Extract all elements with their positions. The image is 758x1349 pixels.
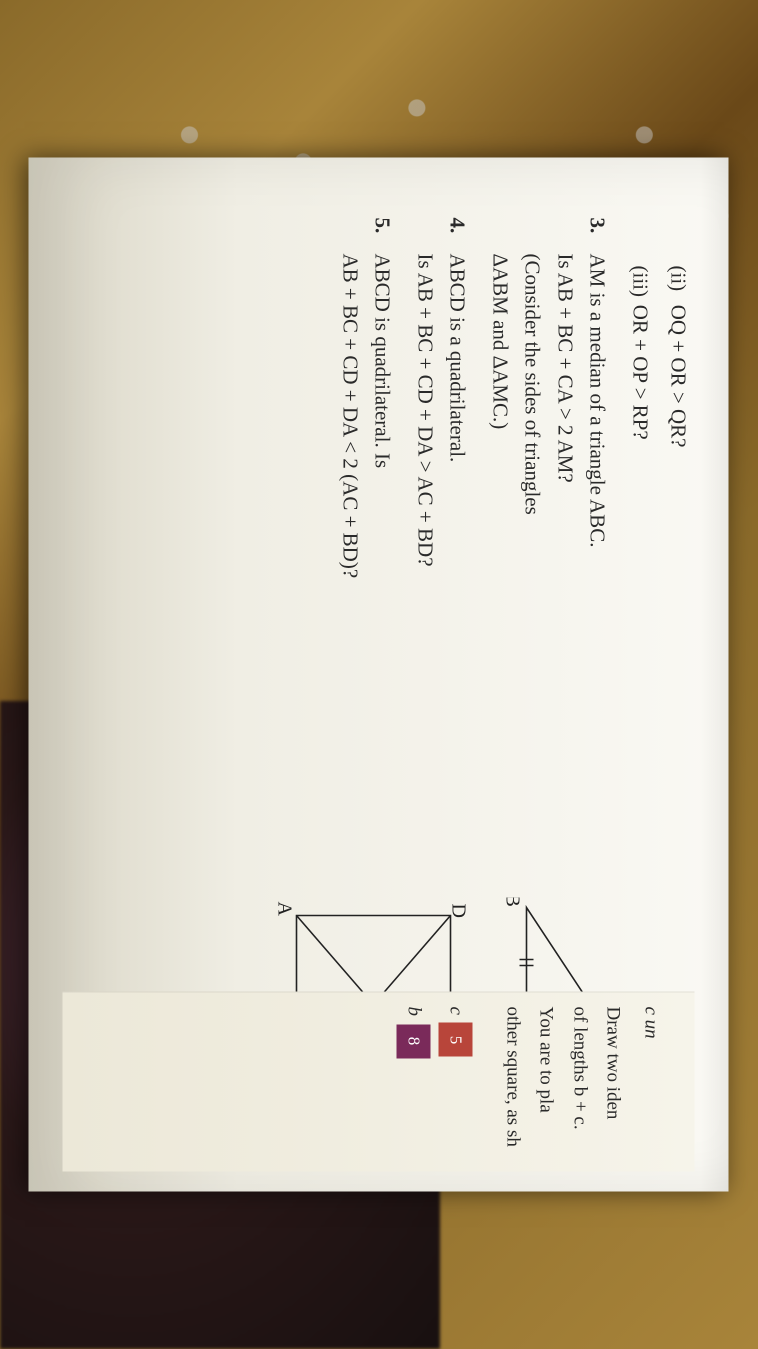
swatch-row-1: c 5: [439, 1007, 473, 1162]
q4-line2: Is AB + BC + CD + DA > AC + BD?: [409, 254, 442, 858]
sub-ii-text: OQ + OR > QR?: [667, 305, 691, 448]
frag-l3: You are to pla: [531, 1007, 560, 1162]
q3-line3: (Consider the sides of triangles: [516, 254, 549, 858]
next-page-fragment: c un Draw two iden of lengths b + c. You…: [63, 992, 695, 1172]
frag-l1: Draw two iden: [598, 1007, 627, 1162]
frag-l4: other square, as sh: [499, 1007, 528, 1162]
swatch-5: 5: [439, 1023, 473, 1057]
rotated-page-wrapper: (ii) OQ + OR > QR? (iii) OR + OP > RP? 3…: [0, 296, 758, 1054]
q5-line1: ABCD is quadrilateral. Is: [366, 254, 399, 858]
q5-number: 5.: [334, 218, 399, 244]
label-a2: A: [274, 902, 296, 917]
sub-question-ii: (ii) OQ + OR > QR?: [662, 218, 695, 858]
sub-question-iii: (iii) OR + OP > RP?: [624, 218, 657, 858]
q3-number: 3.: [484, 218, 614, 244]
q3-body: AM is a median of a triangle ABC. Is AB …: [484, 254, 614, 858]
q3-line4: ΔABM and ΔAMC.): [484, 254, 517, 858]
roman-iii: (iii): [624, 266, 657, 300]
label-b: B: [502, 898, 524, 907]
roman-ii: (ii): [662, 266, 695, 300]
swatch-label-b: b: [399, 1007, 428, 1017]
textbook-page: (ii) OQ + OR > QR? (iii) OR + OP > RP? 3…: [29, 158, 729, 1192]
question-5: 5. ABCD is quadrilateral. Is AB + BC + C…: [334, 218, 399, 858]
figures-column: A B M D C A B: [63, 898, 695, 1148]
q5-line2: AB + BC + CD + DA < 2 (AC + BD)?: [334, 254, 367, 858]
q5-body: ABCD is quadrilateral. Is AB + BC + CD +…: [334, 254, 399, 858]
frag-l0: c un: [637, 1007, 666, 1162]
swatch-8: 8: [397, 1024, 431, 1058]
q4-number: 4.: [409, 218, 474, 244]
question-4: 4. ABCD is a quadrilateral. Is AB + BC +…: [409, 218, 474, 858]
swatch-row-2: b 8: [397, 1007, 431, 1162]
frag-l2: of lengths b + c.: [566, 1007, 595, 1162]
q3-line2: Is AB + BC + CA > 2 AM?: [549, 254, 582, 858]
sub-iii-text: OR + OP > RP?: [628, 305, 652, 440]
swatch-label-c: c: [441, 1007, 470, 1015]
q4-body: ABCD is a quadrilateral. Is AB + BC + CD…: [409, 254, 474, 858]
question-3: 3. AM is a median of a triangle ABC. Is …: [484, 218, 614, 858]
questions-column: (ii) OQ + OR > QR? (iii) OR + OP > RP? 3…: [63, 218, 695, 858]
label-d: D: [448, 904, 469, 918]
q4-line1: ABCD is a quadrilateral.: [441, 254, 474, 858]
q3-line1: AM is a median of a triangle ABC.: [581, 254, 614, 858]
